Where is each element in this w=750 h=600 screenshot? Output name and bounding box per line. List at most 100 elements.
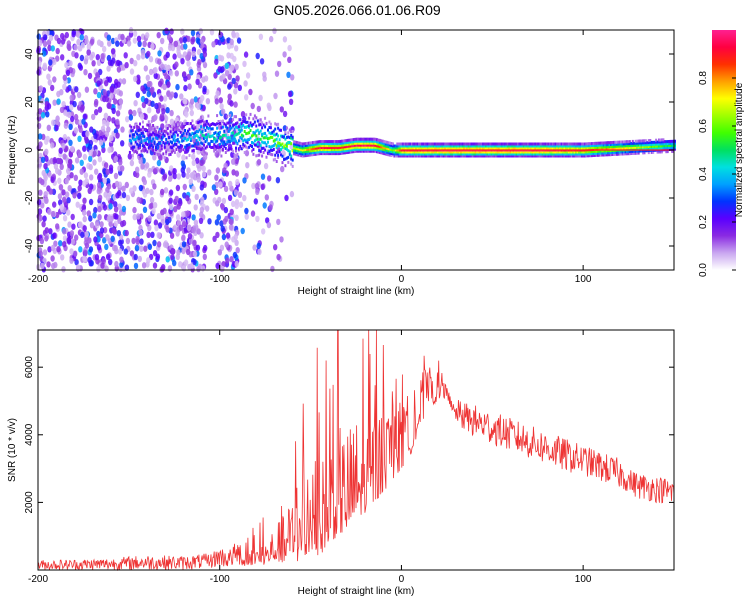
spectrogram-cell [82,197,87,204]
spectrogram-ridge-cell [219,145,221,149]
spectrogram-cell [240,227,245,235]
spectrogram-cell [142,40,147,48]
spectrogram-ridge-cell [556,152,559,156]
spectrogram-ridge-cell [290,130,293,134]
spectrogram-ridge-cell [563,142,566,146]
spectrogram-ridge-cell [560,142,563,146]
spectrogram-ridge-cell [437,150,439,154]
spectrogram-ridge-cell [358,147,361,151]
spectrogram-ridge-cell [271,148,274,152]
spectrogram-cell [152,114,158,122]
spectrogram-cell [54,124,59,132]
spectrogram-ridge-cell [354,143,357,147]
spectrogram-cell [45,29,50,37]
spectrogram-ridge-cell [637,139,640,143]
spectrogram-cell [153,219,159,226]
spectrogram-cell [214,174,219,181]
spectrogram-cell [106,34,112,41]
spectrogram-cell [46,73,51,80]
spectrogram-ridge-cell [598,147,601,151]
spectrogram-ridge-cell [652,146,655,150]
spectrogram-cell [119,256,124,263]
spectrogram-ridge-cell [422,142,425,146]
spectrogram-ridge-cell [509,146,512,150]
spectrogram-ridge-cell [460,154,463,158]
spectrogram-cell [250,102,255,110]
spectrogram-ridge-cell [666,142,669,146]
spectrogram-ridge-cell [261,126,264,130]
spectrogram-ridge-cell [304,142,307,146]
spectrogram-cell [88,215,93,222]
spectrogram-ridge-cell [178,145,181,149]
spectrogram-ridge-cell [527,146,530,150]
spectrogram-cell [121,191,127,199]
spectrogram-ridge-cell [409,154,412,158]
spectrogram-cell [250,210,256,217]
spectrogram-cell [251,182,256,190]
spectrogram-ridge-cell [445,142,448,146]
spectrogram-ridge-cell [493,144,496,148]
spectrogram-cell [42,50,47,57]
spectrogram-cell [116,230,122,237]
spectrogram-cell [172,168,177,175]
spectrogram-ridge-cell [528,152,531,156]
spectrogram-ridge-cell [582,150,585,154]
spectrogram-ridge-cell [373,139,376,143]
spectrogram-ridge-cell [214,152,217,156]
spectrogram-ridge-cell [319,148,322,152]
spectrogram-ridge-cell [479,144,482,148]
spectrogram-ridge-cell [192,150,195,154]
spectrogram-ridge-cell [515,142,518,146]
spectrogram-cell [124,264,130,271]
spectrogram-ridge-cell [493,154,496,158]
spectrogram-cell [181,265,187,272]
spectrogram-ridge-cell [380,149,383,153]
spectrogram-cell [69,257,74,264]
spectrogram-ridge-cell [251,134,253,138]
spectrogram-ridge-cell [223,133,226,137]
spectrogram-ridge-cell [216,145,219,149]
spectrogram-ridge-cell [381,145,384,149]
spectrogram-ridge-cell [594,153,596,157]
spectrogram-cell [215,262,220,270]
spectrogram-ridge-cell [332,142,335,146]
spectrogram-cell [280,165,285,173]
spectrogram-cell [244,150,250,157]
spectrogram-ridge-cell [360,145,362,149]
spectrogram-ridge-cell [245,145,248,149]
spectrogram-ridge-cell [474,152,477,156]
spectrogram-ridge-cell [389,147,392,151]
snr-x-tick-label: -100 [210,574,230,585]
spectrogram-ridge-cell [604,145,607,149]
spectrogram-ridge-cell [421,146,424,150]
spectrogram-ridge-cell [581,152,583,156]
spectrogram-ridge-cell [509,144,512,148]
spectrogram-ridge-cell [290,162,293,166]
spectrogram-ridge-cell [284,137,287,141]
spectrogram-ridge-cell [294,140,297,144]
spectrogram-ridge-cell [463,142,466,146]
spectrogram-ridge-cell [592,152,595,155]
spectrogram-ridge-cell [354,145,357,149]
spectrogram-ridge-cell [285,156,288,160]
spectrogram-ridge-cell [617,152,620,156]
spectrogram-ridge-cell [659,138,662,142]
spectrogram-ridge-cell [253,139,256,143]
spectrogram-ridge-cell [512,152,515,156]
spectrogram-ridge-cell [137,136,140,140]
spectrogram-ridge-cell [450,152,453,156]
spectrogram-ridge-cell [277,144,280,148]
spectrogram-cell [38,39,43,46]
spectrogram-ridge-cell [277,153,280,157]
spectrogram-ridge-cell [306,149,309,153]
spectrogram-ridge-cell [660,146,663,150]
spectrogram-ridge-cell [141,125,144,129]
spectrogram-ridge-cell [610,141,612,145]
spectrogram-ridge-cell [541,146,544,150]
spectrogram-ridge-cell [211,134,214,138]
spectrogram-cell [225,232,231,239]
spectrogram-ridge-cell [655,142,658,146]
spectrogram-ridge-cell [346,146,349,150]
spectrogram-ridge-cell [313,146,316,150]
spectrogram-cell [157,58,162,65]
